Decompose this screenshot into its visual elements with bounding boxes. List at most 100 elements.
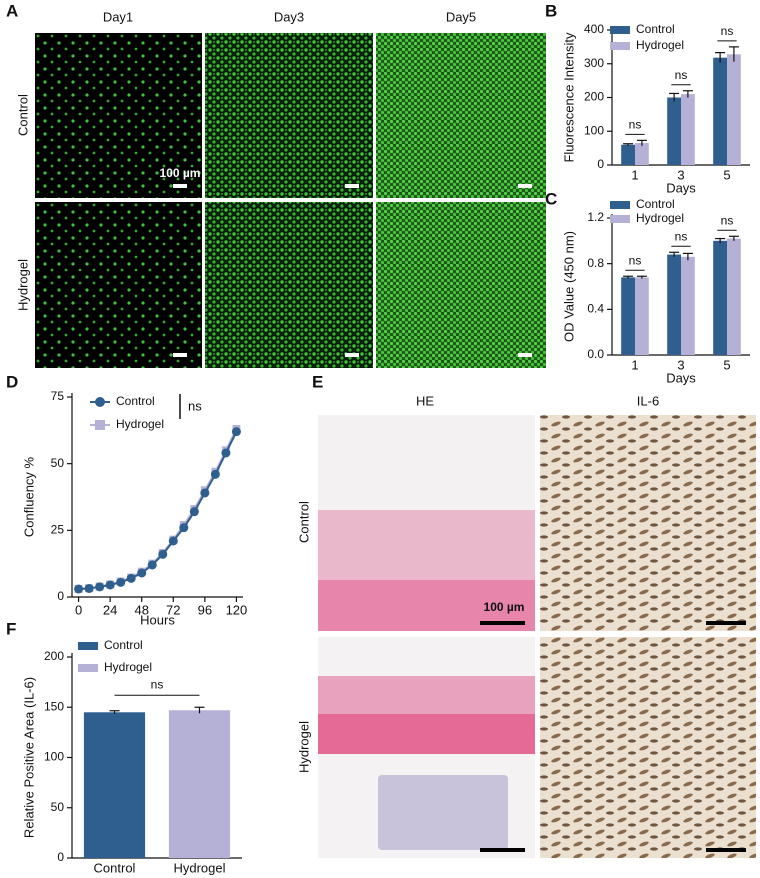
row-label: Control [296, 501, 311, 543]
bar [713, 57, 727, 165]
panel-letter: D [6, 372, 18, 391]
x-tick-label: 3 [677, 167, 684, 182]
scale-bars [480, 621, 746, 852]
y-tick-label: 25 [51, 523, 65, 537]
y-tick-label: 100 [44, 750, 64, 764]
y-tick-label: 300 [584, 56, 604, 70]
legend-label: Control [636, 22, 675, 36]
y-tick-label: 0 [57, 850, 64, 864]
annotation: ns [721, 24, 734, 38]
y-tick-label: 400 [584, 22, 604, 36]
y-tick-label: 100 [584, 123, 604, 137]
x-tick-label: 96 [198, 602, 212, 617]
annotation: ns [151, 677, 164, 691]
image [376, 33, 546, 198]
row-label: Hydrogel [296, 721, 311, 773]
bar [621, 144, 635, 165]
annotation: ns [675, 229, 688, 243]
y-tick-label: 1.2 [587, 210, 604, 224]
marker [168, 536, 178, 546]
panel-letter: A [6, 1, 18, 20]
y-axis-label: Relative Positive Area (IL-6) [21, 677, 36, 838]
y-tick-label: 150 [44, 699, 64, 713]
bar [667, 97, 681, 165]
bar [621, 277, 635, 355]
annotation: ns [188, 398, 202, 413]
column-label: Day1 [103, 9, 133, 24]
image [35, 33, 202, 198]
legend-swatch [78, 664, 98, 672]
y-tick-label: 50 [51, 800, 65, 814]
tissue [318, 510, 535, 580]
y-axis-label: Confluency % [21, 456, 36, 537]
x-tick-label: 24 [103, 602, 117, 617]
annotation: ns [675, 68, 688, 82]
column-label: HE [416, 393, 434, 408]
bar [635, 277, 649, 355]
legend-label: Hydrogel [636, 38, 684, 52]
x-axis-label: Days [666, 370, 696, 385]
x-tick-label: 72 [166, 602, 180, 617]
marker [105, 580, 115, 590]
marker [95, 582, 105, 592]
bar [681, 94, 695, 165]
legend-label: Control [116, 394, 155, 408]
marker [137, 568, 147, 578]
y-tick-label: 0 [57, 589, 64, 603]
x-tick-label: 5 [723, 167, 730, 182]
marker [126, 573, 136, 583]
series-line [78, 428, 238, 590]
annotation: ns [629, 118, 642, 132]
image [540, 637, 756, 858]
bar [635, 143, 649, 165]
panel-letter: E [312, 372, 323, 391]
y-tick-label: 0 [597, 157, 604, 171]
bar [667, 254, 681, 355]
legend-label: Hydrogel [104, 660, 152, 674]
marker [74, 584, 84, 594]
y-tick-label: 75 [51, 389, 65, 403]
bar [681, 256, 695, 355]
y-tick-label: 0.4 [587, 302, 604, 316]
legend-marker [95, 397, 105, 407]
y-tick-label: 50 [51, 456, 65, 470]
legend-marker [95, 420, 105, 430]
row-label: Control [15, 94, 30, 136]
legend-swatch [78, 642, 98, 650]
x-tick-label: 1 [631, 357, 638, 372]
x-tick-label: 1 [631, 167, 638, 182]
marker [116, 577, 126, 587]
image [540, 415, 756, 631]
x-axis-label: Days [666, 180, 696, 195]
marker [200, 488, 210, 498]
marker [231, 427, 241, 437]
column-label: IL-6 [637, 393, 659, 408]
column-label: Day5 [446, 9, 476, 24]
series-line [78, 431, 238, 590]
x-tick-label: 0 [75, 602, 82, 617]
marker [210, 469, 220, 479]
bar [713, 240, 727, 355]
y-tick-label: 200 [584, 90, 604, 104]
bar [727, 54, 741, 165]
annotation: ns [721, 213, 734, 227]
column-label: Day3 [274, 9, 304, 24]
marker [158, 549, 168, 559]
scale-label: 100 µm [484, 600, 525, 614]
marker [221, 448, 231, 458]
panel-letter: B [545, 1, 557, 20]
legend-label: Control [636, 197, 675, 211]
x-tick-label: 5 [723, 357, 730, 372]
y-axis-label: Fluorescence Intensity [561, 32, 576, 163]
y-tick-label: 0.0 [587, 347, 604, 361]
bar [83, 712, 146, 858]
y-tick-label: 0.8 [587, 256, 604, 270]
image [205, 33, 373, 198]
legend-label: Control [104, 638, 143, 652]
histology-images: 100 µm HE IL-6 Control Hydrogel [296, 393, 756, 858]
x-tick-label: Hydrogel [173, 860, 225, 875]
bar [727, 238, 741, 355]
marker [189, 507, 199, 517]
scale-bars [173, 184, 532, 357]
